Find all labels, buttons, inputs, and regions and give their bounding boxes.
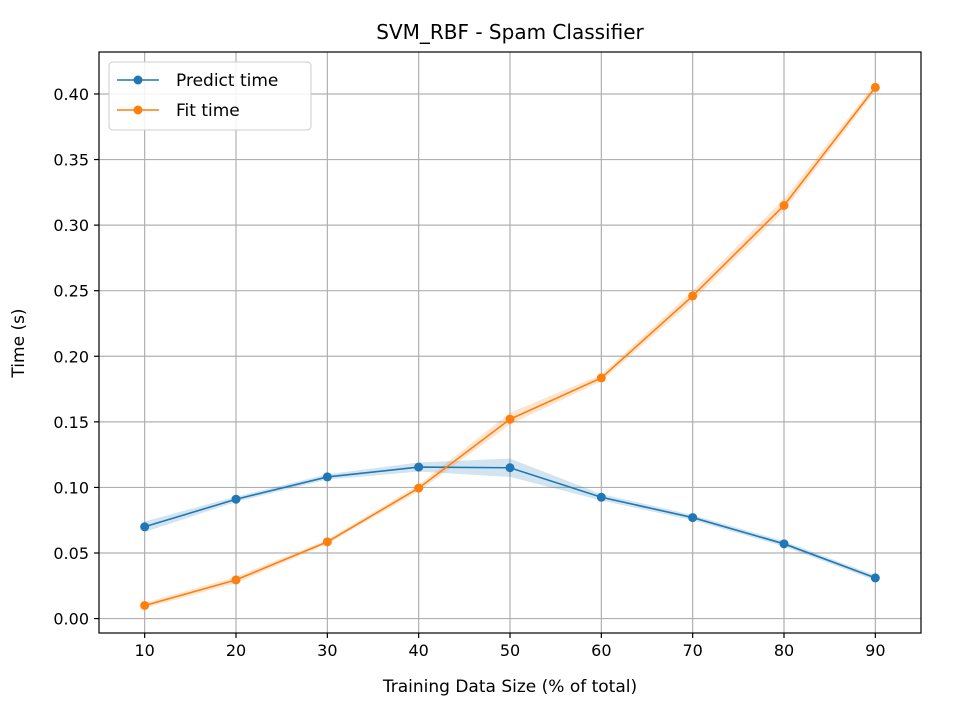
y-axis: 0.00 0.05 0.10 0.15 0.20 0.25 0.30 0.35 0.40	[53, 85, 99, 629]
data-point-1	[870, 82, 880, 92]
x-tick-label: 50	[500, 641, 520, 660]
legend-marker-predict	[133, 75, 143, 85]
data-point-0	[140, 522, 150, 532]
data-point-1	[140, 600, 150, 610]
y-tick-label: 0.05	[53, 544, 89, 563]
data-point-0	[688, 513, 698, 523]
y-tick-label: 0.35	[53, 151, 89, 170]
x-tick-label: 40	[408, 641, 428, 660]
series-points	[140, 82, 880, 610]
legend-marker-fit	[133, 105, 143, 115]
data-point-0	[322, 472, 332, 482]
y-tick-label: 0.30	[53, 216, 89, 235]
y-tick-label: 0.25	[53, 282, 89, 301]
x-axis-label: Training Data Size (% of total)	[382, 677, 637, 697]
x-tick-label: 90	[865, 641, 885, 660]
data-point-1	[414, 483, 424, 493]
y-tick-label: 0.40	[53, 85, 89, 104]
x-tick-label: 20	[226, 641, 246, 660]
legend-label-fit: Fit time	[176, 101, 240, 121]
legend-label-predict: Predict time	[176, 71, 278, 91]
grid	[99, 52, 921, 633]
data-point-0	[779, 539, 789, 549]
data-point-1	[596, 373, 606, 383]
data-point-0	[414, 462, 424, 472]
legend: Predict time Fit time	[108, 61, 312, 131]
y-axis-label: Time (s)	[9, 308, 29, 378]
data-point-1	[231, 575, 241, 585]
data-point-0	[596, 492, 606, 502]
x-tick-label: 60	[591, 641, 611, 660]
x-axis: 10 20 30 40 50 60 70 80 90	[134, 633, 886, 660]
y-tick-label: 0.00	[53, 610, 89, 629]
data-point-1	[688, 291, 698, 301]
data-point-0	[870, 573, 880, 583]
x-tick-label: 80	[774, 641, 794, 660]
x-tick-label: 30	[317, 641, 337, 660]
y-tick-label: 0.20	[53, 347, 89, 366]
x-tick-label: 70	[682, 641, 702, 660]
data-point-1	[505, 414, 515, 424]
chart-title: SVM_RBF - Spam Classifier	[376, 20, 644, 44]
y-tick-label: 0.10	[53, 478, 89, 497]
data-point-0	[505, 463, 515, 473]
data-point-1	[779, 200, 789, 210]
legend-box	[108, 61, 312, 131]
y-tick-label: 0.15	[53, 413, 89, 432]
data-point-0	[231, 494, 241, 504]
data-point-1	[322, 537, 332, 547]
x-tick-label: 10	[134, 641, 154, 660]
